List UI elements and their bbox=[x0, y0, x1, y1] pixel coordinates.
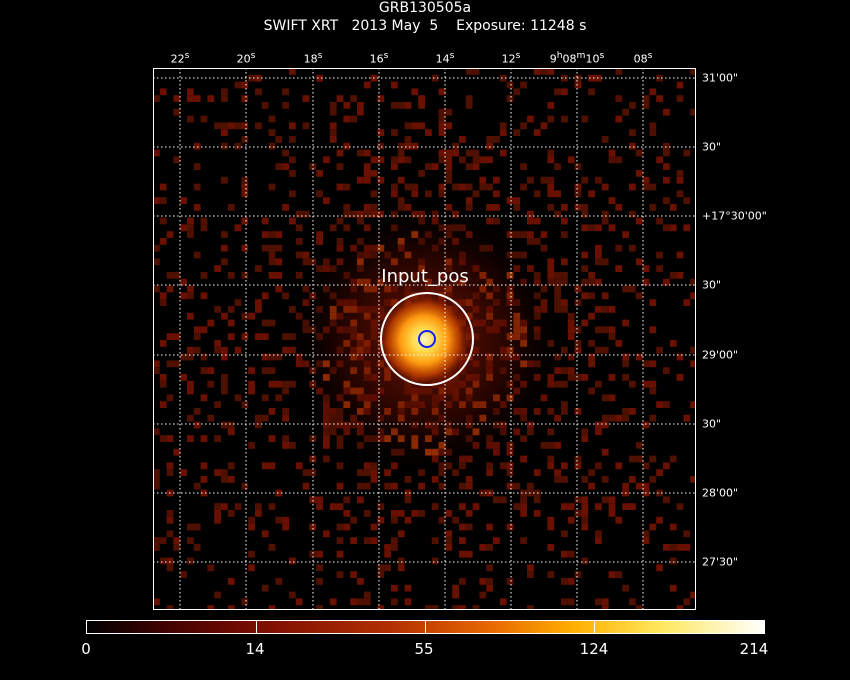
image-frame bbox=[153, 68, 696, 610]
image-title: GRB130505a bbox=[378, 0, 472, 16]
colorbar-label: 214 bbox=[739, 640, 769, 658]
ra-tick-label: 12s bbox=[501, 50, 521, 66]
colorbar-tick bbox=[594, 621, 595, 633]
dec-tick-label: +17°30'00" bbox=[702, 209, 767, 223]
colorbar-tick bbox=[256, 621, 257, 633]
xray-source bbox=[376, 292, 472, 388]
colorbar-label: 124 bbox=[579, 640, 609, 658]
marker-label: Input_pos bbox=[381, 266, 468, 287]
dec-tick-label: 30" bbox=[702, 417, 722, 431]
ra-tick-label: 20s bbox=[236, 50, 256, 66]
colorbar-label: 14 bbox=[245, 640, 265, 658]
colorbar-label: 0 bbox=[81, 640, 91, 658]
colorbar-tick bbox=[425, 621, 426, 633]
dec-tick-label: 28'00" bbox=[702, 486, 739, 500]
ra-tick-label: 9h08m10s bbox=[549, 50, 605, 66]
dec-tick-label: 29'00" bbox=[702, 348, 739, 362]
ra-tick-label: 16s bbox=[369, 50, 389, 66]
dec-tick-label: 31'00" bbox=[702, 71, 739, 85]
ra-tick-label: 14s bbox=[435, 50, 455, 66]
ra-tick-label: 18s bbox=[303, 50, 323, 66]
dec-tick-label: 30" bbox=[702, 278, 722, 292]
coordinate-grid bbox=[153, 68, 696, 610]
colorbar-label: 55 bbox=[414, 640, 434, 658]
ra-tick-label: 08s bbox=[633, 50, 653, 66]
dec-tick-label: 27'30" bbox=[702, 555, 739, 569]
colorbar bbox=[86, 620, 765, 634]
observation-info: SWIFT XRT 2013 May 5 Exposure: 11248 s bbox=[263, 18, 587, 34]
position-circle bbox=[418, 330, 436, 348]
ra-tick-label: 22s bbox=[170, 50, 190, 66]
dec-tick-label: 30" bbox=[702, 140, 722, 154]
source-region-circle bbox=[380, 292, 474, 386]
